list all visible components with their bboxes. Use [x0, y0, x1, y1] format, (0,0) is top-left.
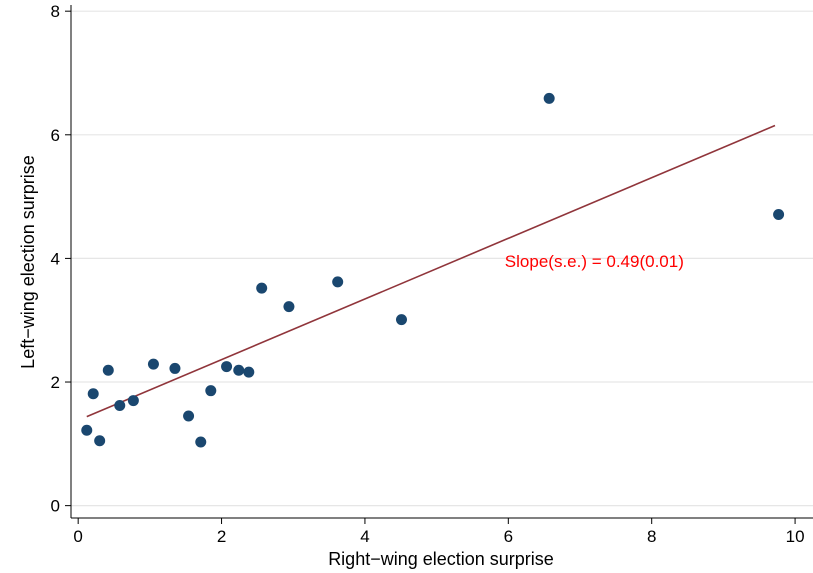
data-point [543, 92, 555, 104]
y-tick-label: 0 [51, 497, 60, 516]
data-point [127, 395, 139, 407]
slope-annotation: Slope(s.e.) = 0.49(0.01) [505, 252, 684, 271]
plot-frame [70, 5, 813, 519]
x-tick-label: 4 [360, 527, 369, 546]
y-tick-label: 6 [51, 126, 60, 145]
data-point [283, 301, 295, 313]
y-axis-ticks: 0 2 4 6 8 [51, 2, 71, 516]
data-point [233, 364, 245, 376]
x-tick-label: 10 [786, 527, 805, 546]
x-tick-label: 2 [217, 527, 226, 546]
y-tick-label: 4 [51, 249, 60, 268]
data-point [773, 209, 785, 221]
data-point [114, 400, 126, 412]
data-point [205, 385, 217, 397]
data-point [256, 282, 268, 294]
x-tick-label: 0 [73, 527, 82, 546]
y-tick-label: 8 [51, 2, 60, 21]
y-tick-label: 2 [51, 373, 60, 392]
data-points [81, 92, 785, 448]
data-point [243, 366, 255, 378]
data-point [94, 435, 106, 447]
y-axis-title: Left−wing election surprise [18, 155, 38, 369]
data-point [332, 276, 344, 288]
data-point [183, 410, 195, 422]
data-point [221, 361, 233, 373]
fit-line [86, 124, 776, 418]
data-point [102, 364, 114, 376]
data-point [81, 424, 93, 436]
data-point [195, 436, 207, 448]
gridlines [71, 10, 813, 507]
x-tick-label: 6 [504, 527, 513, 546]
data-point [395, 314, 407, 326]
fit-line-group [86, 124, 776, 418]
x-axis-title: Right−wing election surprise [328, 549, 554, 569]
x-tick-label: 8 [647, 527, 656, 546]
data-point [87, 388, 99, 400]
x-axis-ticks: 0 2 4 6 8 10 [73, 518, 805, 546]
data-point [169, 362, 181, 374]
data-point [147, 358, 159, 370]
